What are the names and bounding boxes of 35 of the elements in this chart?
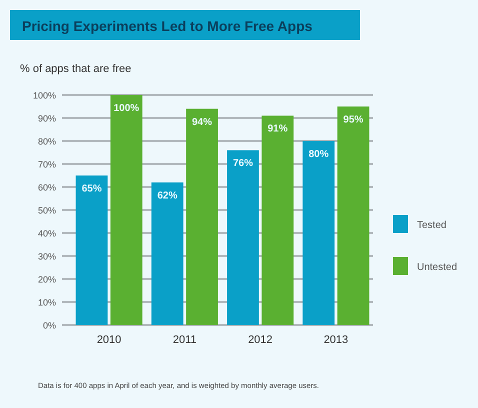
y-tick-label: 100% [32, 90, 56, 100]
x-tick-label: 2012 [248, 334, 273, 346]
bar [186, 108, 218, 325]
x-tick-label: 2011 [172, 334, 197, 346]
bar [337, 106, 370, 325]
y-tick-label: 30% [38, 252, 56, 262]
x-tick-label: 2013 [324, 334, 348, 346]
bar [227, 150, 259, 325]
bar [151, 182, 184, 325]
y-axis-title: % of apps that are free [20, 63, 132, 75]
y-tick-label: 80% [38, 136, 56, 146]
y-tick-label: 0% [42, 320, 56, 330]
y-tick-label: 10% [38, 298, 56, 308]
bar [76, 176, 108, 325]
y-tick-label: 90% [38, 114, 56, 124]
bar [110, 95, 142, 325]
data-label: 65% [82, 184, 102, 194]
y-tick-label: 20% [38, 274, 56, 284]
y-tick-label: 40% [38, 228, 56, 238]
bar [302, 141, 335, 325]
legend-label: Untested [417, 262, 458, 273]
data-label: 95% [343, 114, 364, 126]
bar [262, 116, 294, 325]
data-label: 94% [192, 116, 212, 128]
data-label: 76% [232, 158, 254, 170]
data-label: 62% [157, 190, 178, 202]
chart-title: Pricing Experiments Led to More Free Apps [22, 18, 313, 34]
y-tick-label: 60% [38, 182, 56, 192]
data-label: 100% [114, 103, 140, 114]
data-label: 80% [308, 149, 329, 160]
x-tick-label: 2010 [96, 334, 122, 346]
legend-label: Tested [417, 220, 446, 231]
y-tick-label: 70% [38, 160, 56, 170]
data-label: 91% [268, 124, 288, 135]
y-tick-label: 50% [38, 206, 56, 216]
